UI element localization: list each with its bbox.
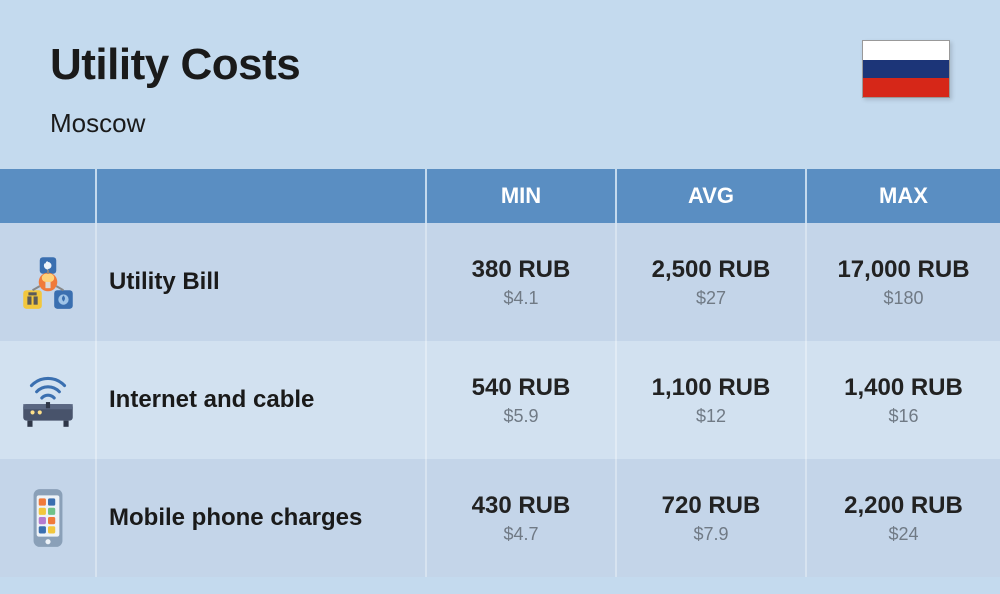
cell-min: 540 RUB $5.9 [425, 341, 615, 459]
col-avg: AVG [615, 169, 805, 223]
value-local: 2,200 RUB [844, 492, 963, 520]
cell-min: 380 RUB $4.1 [425, 223, 615, 341]
value-local: 430 RUB [472, 492, 571, 520]
col-max: MAX [805, 169, 1000, 223]
col-icon [0, 169, 95, 223]
value-local: 540 RUB [472, 374, 571, 402]
table-header-row: MIN AVG MAX [0, 169, 1000, 223]
russia-flag-icon [862, 40, 950, 98]
cell-min: 430 RUB $4.7 [425, 459, 615, 577]
value-local: 1,100 RUB [652, 374, 771, 402]
table-row: Mobile phone charges 430 RUB $4.7 720 RU… [0, 459, 1000, 577]
cell-avg: 720 RUB $7.9 [615, 459, 805, 577]
value-local: 380 RUB [472, 256, 571, 284]
title-block: Utility Costs Moscow [50, 40, 300, 139]
cell-avg: 1,100 RUB $12 [615, 341, 805, 459]
value-usd: $4.1 [503, 288, 538, 309]
value-local: 17,000 RUB [837, 256, 969, 284]
value-usd: $27 [696, 288, 726, 309]
costs-table: MIN AVG MAX [0, 169, 1000, 577]
value-usd: $24 [888, 524, 918, 545]
value-usd: $7.9 [693, 524, 728, 545]
table-row: Internet and cable 540 RUB $5.9 1,100 RU… [0, 341, 1000, 459]
value-local: 720 RUB [662, 492, 761, 520]
row-label: Utility Bill [95, 223, 425, 341]
value-local: 1,400 RUB [844, 374, 963, 402]
value-usd: $4.7 [503, 524, 538, 545]
value-usd: $180 [883, 288, 923, 309]
page-subtitle: Moscow [50, 108, 300, 139]
page-title: Utility Costs [50, 40, 300, 90]
mobile-phone-icon [0, 459, 95, 577]
value-local: 2,500 RUB [652, 256, 771, 284]
col-min: MIN [425, 169, 615, 223]
value-usd: $5.9 [503, 406, 538, 427]
table-row: Utility Bill 380 RUB $4.1 2,500 RUB $27 … [0, 223, 1000, 341]
value-usd: $12 [696, 406, 726, 427]
col-label [95, 169, 425, 223]
cell-max: 1,400 RUB $16 [805, 341, 1000, 459]
value-usd: $16 [888, 406, 918, 427]
utility-bill-icon [0, 223, 95, 341]
header: Utility Costs Moscow [0, 0, 1000, 169]
cell-max: 17,000 RUB $180 [805, 223, 1000, 341]
cell-max: 2,200 RUB $24 [805, 459, 1000, 577]
internet-cable-icon [0, 341, 95, 459]
row-label: Internet and cable [95, 341, 425, 459]
row-label: Mobile phone charges [95, 459, 425, 577]
cell-avg: 2,500 RUB $27 [615, 223, 805, 341]
